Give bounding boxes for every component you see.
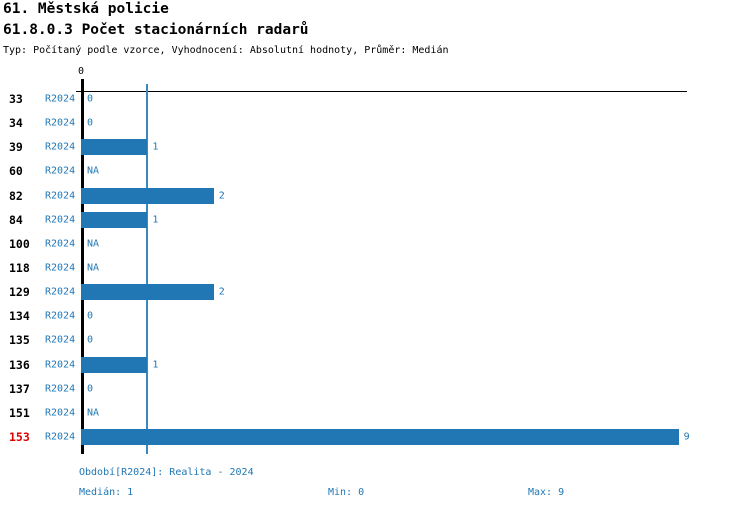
row-series-label: R2024 [45,334,76,346]
bar [81,356,148,373]
row-series-label: R2024 [45,93,76,105]
bar [81,187,214,204]
chart-row: 129 R2024 2 [0,280,750,304]
y-axis-line [81,79,84,454]
row-category-label: 100 [9,236,30,251]
row-series-label: R2024 [45,407,76,419]
period-label: Období[R2024]: Realita - 2024 [79,467,254,478]
bar [81,139,148,156]
row-value-label: 0 [87,117,94,129]
row-category-label: 137 [9,381,30,396]
bar [81,211,148,228]
row-value-label: 2 [218,190,225,202]
chart-row: 100 R2024 NA [0,232,750,256]
median-reference-line [146,84,148,454]
bar [81,429,679,446]
chart-row: 84 R2024 1 [0,208,750,232]
row-value-label: 1 [152,359,159,371]
median-summary-label: Medián: 1 [79,487,134,498]
chart-row: 33 R2024 0 [0,87,750,111]
row-category-label: 118 [9,261,30,276]
row-value-label: 0 [87,93,94,105]
row-category-label: 84 [9,212,23,227]
row-value-label: 0 [87,310,94,322]
indicator-meta: Typ: Počítaný podle vzorce, Vyhodnocení:… [3,45,449,56]
row-series-label: R2024 [45,383,76,395]
row-category-label: 151 [9,405,30,420]
row-value-label: 9 [683,431,690,443]
bar [81,284,214,301]
row-value-label: 1 [152,214,159,226]
row-category-label: 34 [9,116,23,131]
chart-row: 136 R2024 1 [0,353,750,377]
row-value-label: 0 [87,383,94,395]
chart-row: 153 R2024 9 [0,425,750,449]
chart-row: 151 R2024 NA [0,401,750,425]
row-series-label: R2024 [45,431,76,443]
row-category-label: 136 [9,357,30,372]
row-value-label: 1 [152,141,159,153]
row-category-label: 135 [9,333,30,348]
chart-row: 137 R2024 0 [0,377,750,401]
row-category-label: 60 [9,164,23,179]
row-category-label: 33 [9,92,23,107]
row-series-label: R2024 [45,117,76,129]
row-category-label: 82 [9,188,23,203]
row-category-label: 134 [9,309,30,324]
row-series-label: R2024 [45,286,76,298]
min-summary-label: Min: 0 [328,487,365,498]
row-series-label: R2024 [45,214,76,226]
chart-row: 82 R2024 2 [0,184,750,208]
row-series-label: R2024 [45,310,76,322]
row-category-label: 129 [9,285,30,300]
row-series-label: R2024 [45,190,76,202]
row-series-label: R2024 [45,359,76,371]
chart-row: 134 R2024 0 [0,304,750,328]
row-category-label: 39 [9,140,23,155]
row-value-label: NA [87,262,100,274]
row-value-label: 2 [218,286,225,298]
row-series-label: R2024 [45,165,76,177]
row-series-label: R2024 [45,262,76,274]
page-title: 61. Městská policie [3,1,169,17]
x-axis-tick-label: 0 [77,66,85,77]
row-value-label: 0 [87,334,94,346]
row-value-label: NA [87,165,100,177]
row-category-label: 153 [9,430,30,445]
x-axis-line [76,91,687,92]
row-series-label: R2024 [45,141,76,153]
max-summary-label: Max: 9 [528,487,565,498]
chart-row: 34 R2024 0 [0,111,750,135]
chart-row: 118 R2024 NA [0,256,750,280]
chart-row: 135 R2024 0 [0,328,750,352]
row-series-label: R2024 [45,238,76,250]
indicator-title: 61.8.0.3 Počet stacionárních radarů [3,22,309,38]
row-value-label: NA [87,238,100,250]
chart-row: 60 R2024 NA [0,159,750,183]
row-value-label: NA [87,407,100,419]
chart-row: 39 R2024 1 [0,135,750,159]
